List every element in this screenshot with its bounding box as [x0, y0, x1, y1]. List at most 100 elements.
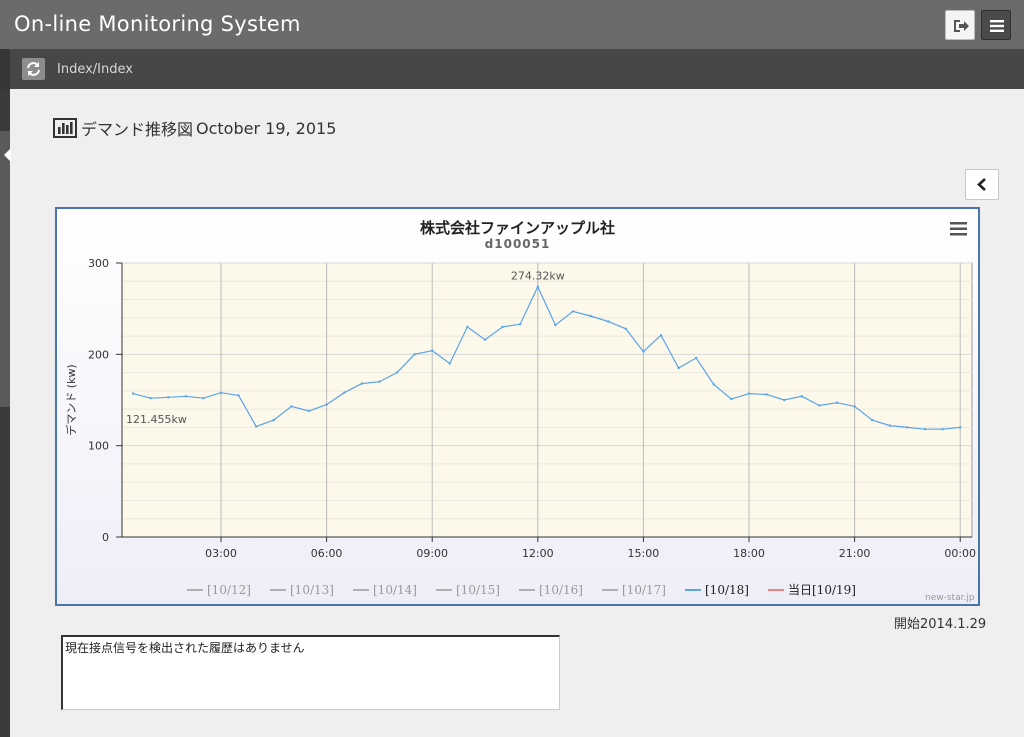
- data-point: [448, 362, 451, 365]
- collapse-panel-button[interactable]: [965, 169, 999, 200]
- sub-bar: Index/Index: [0, 49, 1024, 89]
- data-point: [131, 392, 135, 395]
- legend-item: [10/14]: [373, 583, 417, 597]
- data-point: [202, 397, 205, 400]
- app-title: On-line Monitoring System: [14, 12, 301, 36]
- data-point: [747, 392, 751, 395]
- data-point: [730, 397, 733, 401]
- page-heading-date: October 19, 2015: [196, 118, 337, 138]
- legend-item: [10/13]: [290, 583, 334, 597]
- history-message-box: 現在接点信号を検出された履歴はありません: [61, 635, 560, 710]
- data-point: [624, 327, 627, 330]
- x-tick-label: 21:00: [839, 547, 871, 560]
- data-point: [343, 391, 346, 394]
- refresh-icon: [27, 62, 40, 76]
- sidebar-active-section: [0, 131, 10, 407]
- chart-credit[interactable]: new-star.jp: [925, 593, 975, 603]
- legend-item: [10/18]: [705, 583, 749, 597]
- data-point: [659, 334, 663, 337]
- main-menu-button[interactable]: [981, 10, 1011, 40]
- data-point: [941, 428, 944, 431]
- refresh-button[interactable]: [22, 58, 45, 80]
- x-tick-label: 00:00: [944, 547, 976, 560]
- data-point: [906, 426, 909, 429]
- data-point: [765, 393, 768, 396]
- data-point: [607, 320, 610, 323]
- x-tick-label: 12:00: [522, 547, 554, 560]
- sidebar-active-arrow-icon: [4, 148, 11, 162]
- chevron-left-icon: [977, 178, 986, 191]
- data-point: [800, 395, 803, 398]
- data-point: [149, 397, 152, 400]
- sidebar-collapsed: [0, 89, 10, 737]
- breadcrumb[interactable]: Index/Index: [57, 62, 133, 77]
- legend-item: [10/12]: [207, 583, 251, 597]
- data-point: [853, 405, 856, 408]
- data-point: [466, 325, 469, 329]
- data-point: [395, 371, 399, 374]
- page-heading-label: デマンド推移図: [81, 120, 194, 139]
- data-point: [783, 398, 786, 402]
- hamburger-menu-icon: [990, 20, 1004, 32]
- data-point: [888, 424, 891, 427]
- data-point: [325, 403, 328, 406]
- chart-plot: 0 100 200 300 03:00 06:00 09:00 12:00 15:00 18:00…: [64, 257, 976, 597]
- series-line: [132, 285, 961, 430]
- y-tick-label: 100: [88, 440, 109, 453]
- data-point: [536, 285, 539, 288]
- legend-item: [10/17]: [622, 583, 666, 597]
- data-point: [959, 426, 962, 429]
- x-tick-label: 06:00: [311, 547, 343, 560]
- data-point: [378, 380, 381, 383]
- logout-button[interactable]: [945, 10, 975, 40]
- data-point: [237, 394, 240, 397]
- page-heading: デマンド推移図 October 19, 2015: [53, 117, 336, 139]
- data-point: [272, 418, 275, 422]
- data-point: [219, 391, 223, 394]
- data-point: [167, 396, 170, 399]
- y-axis-label: デマンド (kw): [64, 364, 78, 435]
- bar-chart-icon: [53, 118, 77, 138]
- data-point: [695, 356, 698, 360]
- data-point: [483, 338, 487, 341]
- data-point: [413, 353, 416, 356]
- data-point: [712, 383, 715, 386]
- data-point: [589, 314, 592, 318]
- top-bar: On-line Monitoring System: [0, 0, 1024, 49]
- data-point: [184, 395, 187, 398]
- data-point: [307, 409, 311, 413]
- x-tick-label: 03:00: [205, 547, 237, 560]
- legend-item: 当日[10/19]: [788, 583, 856, 597]
- data-point: [642, 350, 645, 353]
- data-point: [290, 405, 293, 408]
- plot-area: [121, 262, 973, 538]
- y-tick-label: 300: [88, 257, 109, 270]
- data-point: [871, 418, 874, 422]
- data-point: [501, 325, 504, 329]
- y-tick-label: 200: [88, 348, 109, 361]
- x-tick-label: 18:00: [733, 547, 765, 560]
- start-date: 開始2014.1.29: [894, 617, 987, 632]
- data-point: [818, 404, 821, 407]
- data-point: [677, 366, 680, 370]
- chart-title: 株式会社ファインアップル社: [419, 219, 615, 237]
- data-point: [360, 382, 363, 385]
- data-point: [431, 349, 434, 352]
- x-tick-label: 15:00: [628, 547, 660, 560]
- y-tick-label: 0: [102, 531, 109, 544]
- data-point: [571, 310, 575, 313]
- data-point: [554, 323, 557, 327]
- x-tick-label: 09:00: [416, 547, 448, 560]
- max-value-label: 274.32kw: [511, 270, 565, 283]
- legend-item: [10/15]: [456, 583, 500, 597]
- demand-chart: 0 100 200 300 03:00 06:00 09:00 12:00 15:00 18:00…: [55, 207, 980, 606]
- chart-menu-button[interactable]: [949, 221, 969, 237]
- chart-subtitle: d100051: [484, 237, 551, 251]
- data-point: [835, 401, 839, 404]
- history-message: 現在接点信号を検出された履歴はありません: [65, 641, 305, 655]
- min-value-label: 121.455kw: [126, 413, 187, 426]
- hamburger-menu-icon: [950, 222, 967, 236]
- sub-bar-edge: [0, 49, 10, 89]
- sign-out-icon: [954, 20, 969, 32]
- data-point: [923, 428, 927, 431]
